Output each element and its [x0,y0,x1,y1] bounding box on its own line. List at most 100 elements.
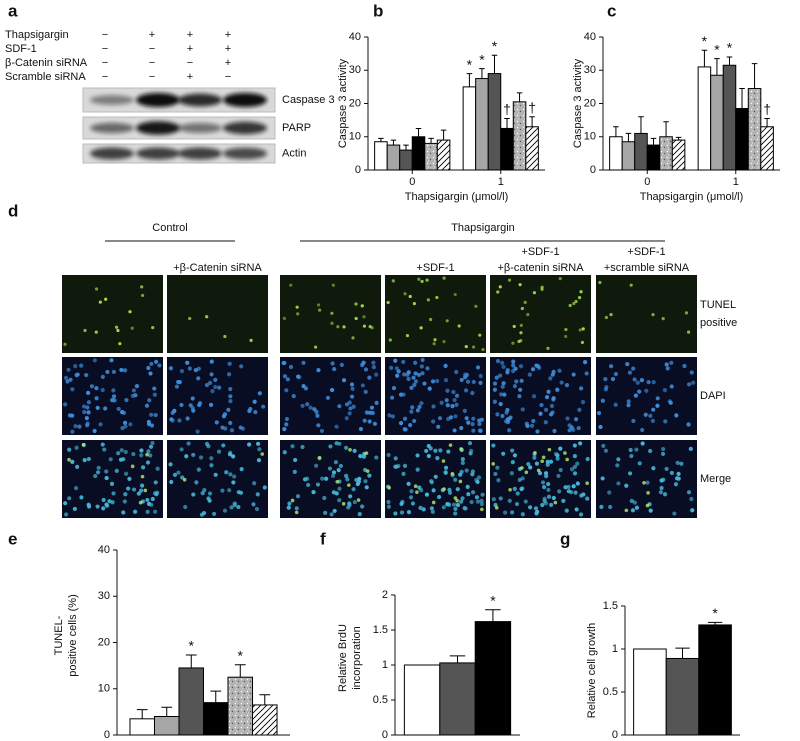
nucleus [549,403,555,409]
tunel-cell [356,498,361,502]
nucleus [84,416,89,421]
micrograph [280,357,381,435]
nucleus [415,467,420,472]
nucleus [454,393,460,398]
nucleus [431,419,436,424]
bar [760,126,774,171]
nucleus [519,486,524,492]
tunel-cell [474,304,478,308]
nucleus [349,394,355,399]
nucleus [633,393,638,398]
error-bar [675,136,682,141]
nucleus [239,364,244,369]
tunel-cell [145,452,149,457]
tunel-cell [116,328,120,333]
nucleus [508,415,513,420]
nucleus [534,511,539,516]
nucleus [157,363,162,368]
nucleus [292,469,297,474]
nucleus [179,447,184,452]
nucleus [424,448,429,454]
nucleus [202,488,207,493]
micrograph-background [167,275,268,353]
error-bar [714,58,720,76]
nucleus [572,454,578,459]
error-bar [650,137,657,146]
tunel-cell [341,502,346,506]
nucleus [190,396,195,401]
nucleus [336,467,341,473]
nucleus [664,362,669,367]
tunel-cell [140,293,145,298]
tunel-cell [553,500,558,505]
nucleus [401,359,406,365]
nucleus [425,366,430,371]
bar [439,662,476,736]
nucleus [139,453,144,458]
nucleus [415,408,420,413]
nucleus [451,502,457,507]
nucleus [255,492,260,497]
nucleus [626,403,631,408]
nucleus [646,380,651,385]
nucleus [533,506,539,511]
panel-letter: f [320,529,326,548]
nucleus [209,463,214,468]
nucleus [406,481,411,486]
significance-marker: * [492,38,498,54]
nucleus [438,448,443,453]
nucleus [504,410,509,415]
bar [374,141,388,171]
tunel-cell [512,324,516,329]
nucleus [460,460,465,466]
tunel-cell [445,319,449,323]
tunel-cell [442,340,446,344]
tunel-cell [609,312,613,317]
error-bar [161,706,173,717]
nucleus [531,418,536,424]
nucleus [662,492,668,497]
nucleus [427,386,432,391]
tunel-cell [518,283,522,287]
nucleus [148,453,153,458]
nucleus [95,470,101,475]
tunel-cell [624,508,629,513]
nucleus [284,388,289,393]
nucleus [530,367,536,372]
nucleus [305,402,310,407]
nucleus [217,385,222,390]
nucleus [437,416,443,421]
bar [634,132,648,171]
nucleus [65,379,70,384]
nucleus [153,412,158,418]
tunel-cell [314,345,318,349]
bar [609,136,623,171]
nucleus [390,414,395,419]
nucleus [216,449,222,454]
nucleus [520,407,525,412]
nucleus [86,390,91,395]
nucleus [240,426,246,431]
nucleus [665,366,670,371]
nucleus [506,419,511,425]
nucleus [624,483,629,488]
nucleus [435,378,440,384]
nucleus [519,378,524,383]
y-tick-label: 1.5 [603,600,618,612]
bar [153,716,180,736]
nucleus [176,470,181,475]
nucleus [149,423,155,428]
nucleus [687,382,692,387]
nucleus [169,417,174,422]
nucleus [351,404,356,409]
condition-sign: − [149,71,155,83]
nucleus [455,502,461,508]
error-bar [701,49,708,67]
tunel-cell [457,324,461,328]
nucleus [222,508,228,513]
nucleus [120,425,125,431]
nucleus [284,416,290,422]
nucleus [168,366,174,371]
condition-sign: + [187,71,193,83]
row-label: DAPI [700,390,726,402]
